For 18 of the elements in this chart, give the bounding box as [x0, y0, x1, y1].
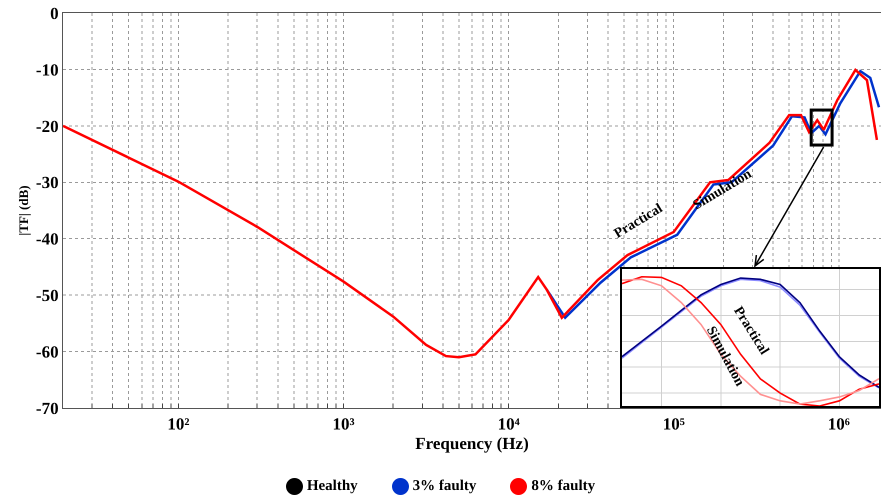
- y-axis-title: |TF| (dB): [16, 185, 31, 236]
- legend-label: Healthy: [306, 478, 358, 495]
- y-tick-label: -70: [36, 398, 59, 418]
- y-tick-label: -30: [36, 173, 59, 192]
- x-tick-label: 10⁶: [828, 414, 850, 434]
- x-tick-label: 10⁵: [662, 414, 685, 434]
- x-axis-title: Frequency (Hz): [415, 434, 529, 453]
- legend-label: 8% faulty: [531, 478, 596, 495]
- y-tick-label: -20: [36, 116, 59, 136]
- x-tick-label: 10³: [332, 414, 355, 434]
- y-tick-label: -10: [36, 60, 59, 80]
- x-tick-label: 10²: [167, 414, 190, 434]
- y-tick-label: -60: [36, 342, 59, 362]
- legend-label: 3% faulty: [412, 478, 476, 495]
- y-tick-label: -40: [36, 230, 59, 249]
- y-tick-label: -50: [36, 286, 59, 306]
- y-tick-label: 0: [50, 4, 59, 23]
- x-tick-label: 10⁴: [498, 414, 520, 434]
